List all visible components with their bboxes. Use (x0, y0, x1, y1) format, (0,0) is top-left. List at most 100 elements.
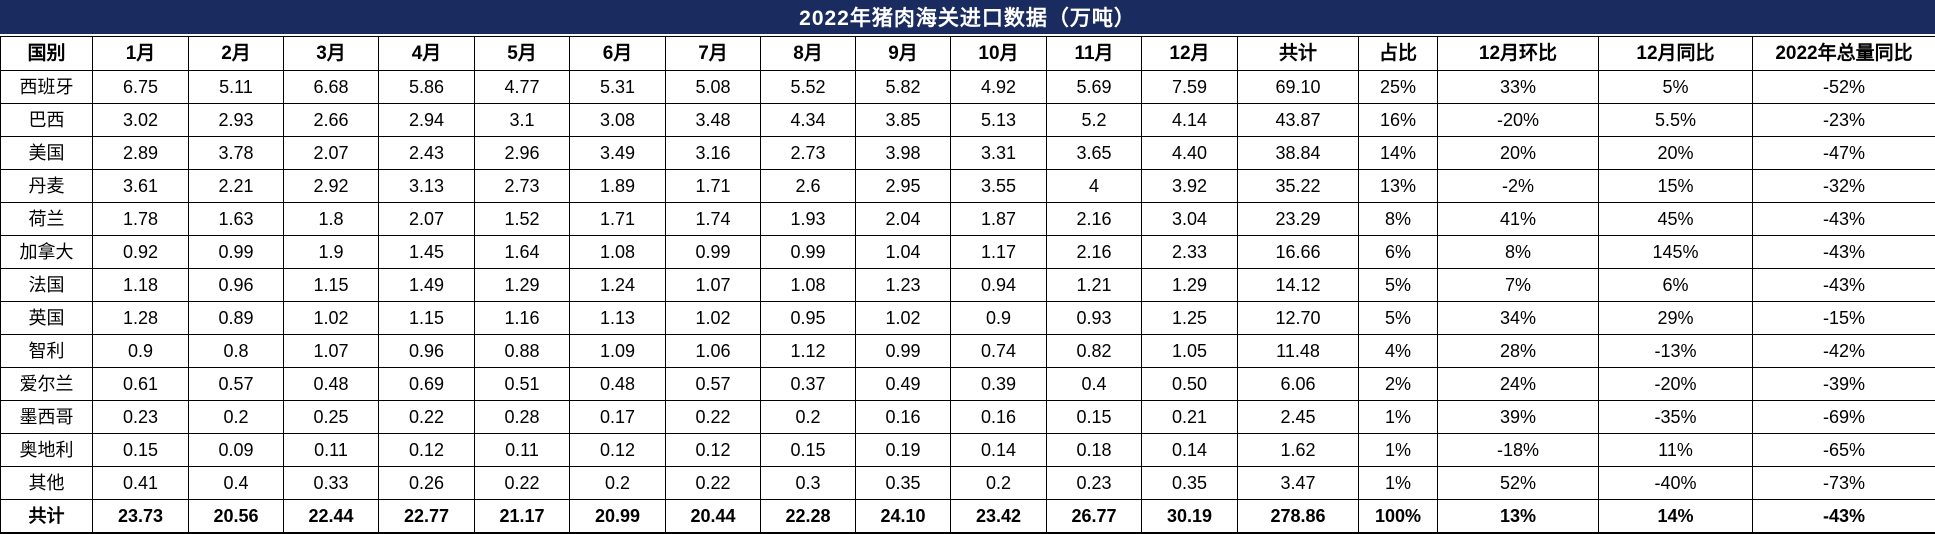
data-cell: 0.99 (856, 335, 951, 368)
data-cell: 0.4 (189, 467, 284, 500)
data-cell: 21.17 (475, 500, 570, 534)
data-cell: 3.08 (570, 104, 666, 137)
data-cell: 38.84 (1238, 137, 1359, 170)
data-cell: 1.89 (570, 170, 666, 203)
data-cell: 6.75 (93, 71, 189, 104)
data-cell: -20% (1438, 104, 1599, 137)
data-cell: 8% (1438, 236, 1599, 269)
data-cell: 1.09 (570, 335, 666, 368)
data-cell: 0.41 (93, 467, 189, 500)
data-cell: 0.15 (761, 434, 856, 467)
data-cell: 5% (1599, 71, 1753, 104)
data-cell: 0.99 (761, 236, 856, 269)
data-cell: 1.87 (951, 203, 1047, 236)
data-cell: 3.55 (951, 170, 1047, 203)
data-cell: -73% (1753, 467, 1935, 500)
data-cell: 2.73 (475, 170, 570, 203)
data-cell: 0.69 (379, 368, 475, 401)
data-cell: 22.77 (379, 500, 475, 534)
data-cell: 3.02 (93, 104, 189, 137)
row-label: 英国 (1, 302, 93, 335)
data-cell: 1% (1359, 434, 1438, 467)
data-cell: 1.62 (1238, 434, 1359, 467)
data-cell: 5.08 (666, 71, 761, 104)
data-cell: -40% (1599, 467, 1753, 500)
data-cell: 0.15 (1047, 401, 1142, 434)
column-header: 4月 (379, 37, 475, 71)
data-cell: 1.71 (666, 170, 761, 203)
data-cell: 0.22 (666, 401, 761, 434)
column-header: 占比 (1359, 37, 1438, 71)
data-cell: 3.04 (1142, 203, 1238, 236)
data-cell: 41% (1438, 203, 1599, 236)
data-cell: 12.70 (1238, 302, 1359, 335)
data-cell: 5% (1359, 269, 1438, 302)
data-cell: -35% (1599, 401, 1753, 434)
data-cell: 33% (1438, 71, 1599, 104)
data-cell: 22.44 (284, 500, 379, 534)
data-cell: 1.23 (856, 269, 951, 302)
column-header: 10月 (951, 37, 1047, 71)
data-cell: 0.89 (189, 302, 284, 335)
row-label: 荷兰 (1, 203, 93, 236)
data-cell: 2.95 (856, 170, 951, 203)
data-cell: 23.73 (93, 500, 189, 534)
data-cell: 28% (1438, 335, 1599, 368)
data-cell: 25% (1359, 71, 1438, 104)
column-header: 12月 (1142, 37, 1238, 71)
data-cell: 1.28 (93, 302, 189, 335)
data-cell: 14.12 (1238, 269, 1359, 302)
data-cell: 0.28 (475, 401, 570, 434)
data-cell: 1.02 (284, 302, 379, 335)
data-cell: 1.21 (1047, 269, 1142, 302)
data-cell: 0.12 (379, 434, 475, 467)
data-cell: 4.40 (1142, 137, 1238, 170)
data-cell: 0.12 (666, 434, 761, 467)
data-cell: 2.16 (1047, 236, 1142, 269)
data-cell: 20.56 (189, 500, 284, 534)
data-cell: 1.45 (379, 236, 475, 269)
data-cell: 1.74 (666, 203, 761, 236)
data-cell: 145% (1599, 236, 1753, 269)
data-cell: 5.2 (1047, 104, 1142, 137)
data-cell: 26.77 (1047, 500, 1142, 534)
data-cell: 5.86 (379, 71, 475, 104)
data-cell: 0.49 (856, 368, 951, 401)
column-header: 2月 (189, 37, 284, 71)
data-cell: 23.42 (951, 500, 1047, 534)
data-cell: 0.2 (951, 467, 1047, 500)
data-cell: 2.43 (379, 137, 475, 170)
data-cell: 2.16 (1047, 203, 1142, 236)
data-cell: 1.02 (666, 302, 761, 335)
data-cell: 0.57 (189, 368, 284, 401)
data-cell: 0.15 (93, 434, 189, 467)
data-cell: 6.06 (1238, 368, 1359, 401)
data-cell: -2% (1438, 170, 1599, 203)
data-cell: 2.07 (284, 137, 379, 170)
data-cell: 24% (1438, 368, 1599, 401)
data-cell: 5% (1359, 302, 1438, 335)
data-cell: 3.31 (951, 137, 1047, 170)
data-cell: 0.11 (284, 434, 379, 467)
data-cell: 5.52 (761, 71, 856, 104)
data-cell: 2.66 (284, 104, 379, 137)
data-cell: 0.22 (666, 467, 761, 500)
data-cell: 1.71 (570, 203, 666, 236)
data-cell: 4.92 (951, 71, 1047, 104)
data-cell: 2.92 (284, 170, 379, 203)
data-cell: 0.22 (475, 467, 570, 500)
data-cell: 0.2 (761, 401, 856, 434)
column-header-country: 国别 (1, 37, 93, 71)
data-cell: 4.14 (1142, 104, 1238, 137)
data-cell: 0.35 (1142, 467, 1238, 500)
data-cell: 2.04 (856, 203, 951, 236)
